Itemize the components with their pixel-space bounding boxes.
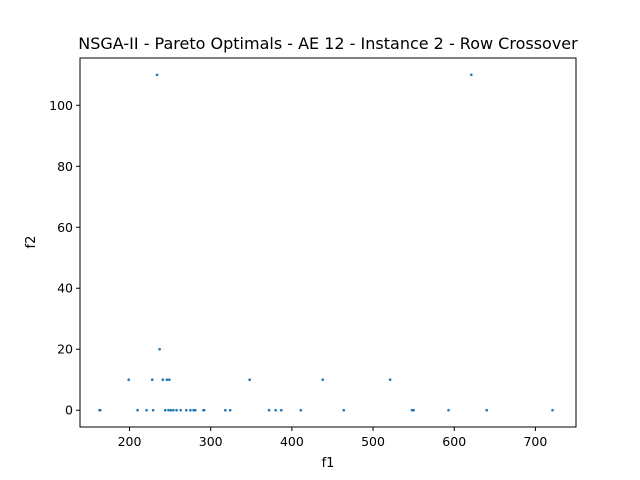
data-point [194, 408, 197, 412]
data-point [127, 378, 130, 382]
data-point [267, 408, 271, 412]
data-point [175, 408, 178, 412]
x-tick-label: 400 [280, 434, 304, 449]
data-point [470, 73, 473, 77]
x-tick-label: 200 [118, 434, 142, 449]
data-point [145, 408, 148, 412]
y-axis-label: f2 [24, 236, 39, 249]
data-point [412, 408, 415, 412]
data-point [447, 408, 450, 412]
y-tick-label: 60 [57, 220, 73, 235]
data-point [228, 408, 232, 412]
data-point [280, 408, 283, 412]
data-point [172, 408, 175, 412]
y-axis-ticks: 0 20 40 60 80 100 [49, 98, 80, 418]
data-point [155, 73, 159, 77]
y-tick-label: 20 [57, 342, 73, 357]
data-point [163, 408, 167, 412]
x-tick-label: 700 [523, 434, 547, 449]
data-point [299, 408, 303, 412]
data-point [169, 408, 173, 412]
data-point [161, 378, 165, 382]
x-axis-ticks: 200 300 400 500 600 700 [118, 427, 547, 449]
y-tick-label: 80 [57, 159, 73, 174]
x-tick-label: 300 [199, 434, 223, 449]
data-point [485, 408, 489, 412]
x-tick-label: 600 [442, 434, 466, 449]
data-point [202, 408, 206, 412]
data-point [167, 408, 170, 412]
data-point [136, 408, 139, 412]
data-point [158, 347, 161, 351]
data-points [98, 73, 554, 412]
data-point [165, 378, 169, 382]
data-point [248, 378, 251, 382]
y-tick-label: 0 [65, 403, 73, 418]
x-axis-label: f1 [322, 456, 335, 471]
data-point [388, 378, 392, 382]
data-point [99, 408, 102, 412]
data-point [551, 408, 554, 412]
data-point [168, 378, 171, 382]
y-tick-label: 40 [57, 281, 73, 296]
data-point [185, 408, 188, 412]
x-tick-label: 500 [361, 434, 385, 449]
data-point [274, 408, 277, 412]
plot-frame [79, 57, 577, 428]
data-point [179, 408, 182, 412]
chart-title: NSGA-II - Pareto Optimals - AE 12 - Inst… [78, 34, 578, 53]
y-tick-label: 100 [49, 98, 73, 113]
data-point [321, 378, 325, 382]
data-point [224, 408, 227, 412]
data-point [189, 408, 192, 412]
data-point [342, 408, 346, 412]
data-point [151, 408, 155, 412]
data-point [150, 378, 154, 382]
